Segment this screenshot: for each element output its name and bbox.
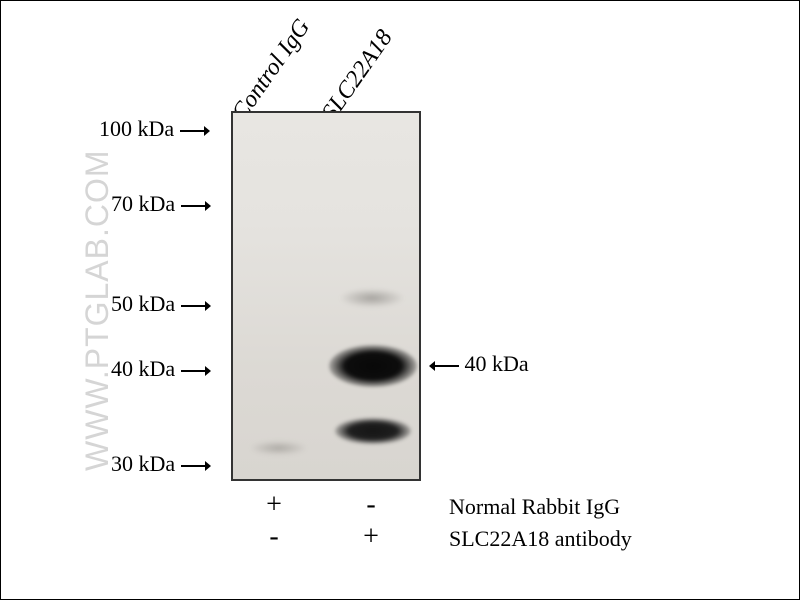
arrow-left-icon xyxy=(429,359,459,373)
legend-symbol: + xyxy=(356,521,386,553)
mw-label: 30 kDa xyxy=(111,451,175,476)
band-lower xyxy=(335,418,411,444)
mw-label: 100 kDa xyxy=(99,116,174,141)
legend-label: SLC22A18 antibody xyxy=(449,526,632,552)
arrow-right-icon xyxy=(180,124,210,138)
mw-marker: 30 kDa xyxy=(111,451,211,477)
result-label-text: 40 kDa xyxy=(465,351,529,376)
western-blot xyxy=(231,111,421,481)
figure-container: WWW.PTGLAB.COM Control IgG SLC22A18 100 … xyxy=(1,1,799,599)
legend-symbol: - xyxy=(356,489,386,521)
mw-marker: 100 kDa xyxy=(99,116,210,142)
arrow-right-icon xyxy=(181,459,211,473)
mw-label: 50 kDa xyxy=(111,291,175,316)
mw-marker: 50 kDa xyxy=(111,291,211,317)
blot-membrane xyxy=(233,113,419,479)
result-annotation: 40 kDa xyxy=(429,351,529,377)
legend-label: Normal Rabbit IgG xyxy=(449,494,620,520)
band-faint-50 xyxy=(341,289,403,307)
mw-label: 70 kDa xyxy=(111,191,175,216)
legend-symbol: - xyxy=(259,521,289,553)
arrow-right-icon xyxy=(181,299,211,313)
arrow-right-icon xyxy=(181,199,211,213)
lane-header-control: Control IgG xyxy=(227,15,316,126)
band-control-faint xyxy=(251,441,306,455)
arrow-right-icon xyxy=(181,364,211,378)
mw-marker: 70 kDa xyxy=(111,191,211,217)
legend-symbol: + xyxy=(259,489,289,521)
band-strong-40 xyxy=(329,345,417,387)
mw-marker: 40 kDa xyxy=(111,356,211,382)
mw-label: 40 kDa xyxy=(111,356,175,381)
